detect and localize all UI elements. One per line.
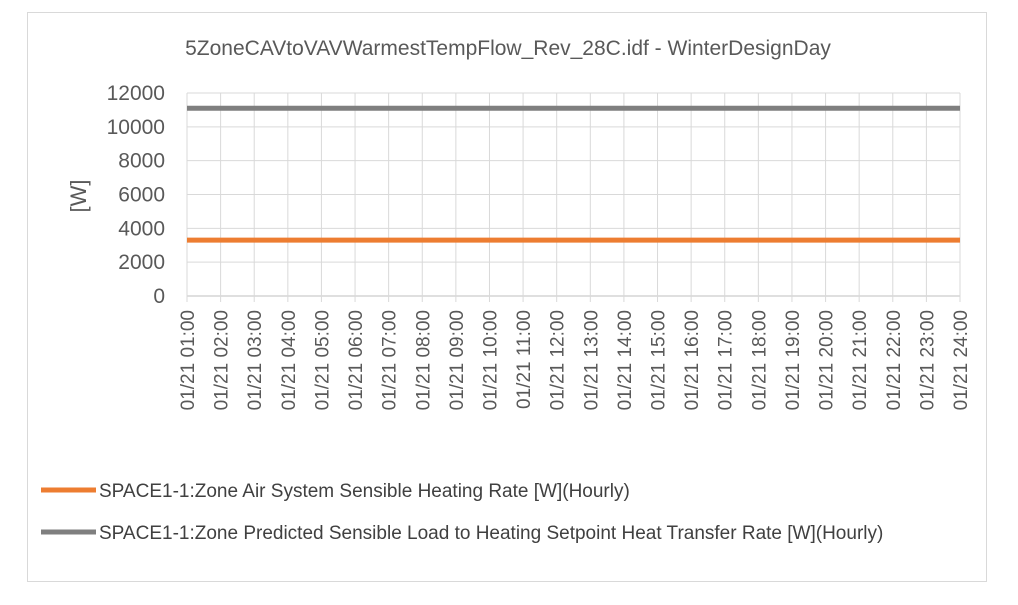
- x-tick-label: 01/21 05:00: [312, 310, 333, 410]
- x-tick-label: 01/21 08:00: [413, 310, 434, 410]
- legend: SPACE1-1:Zone Air System Sensible Heatin…: [41, 481, 883, 544]
- x-tick-label: 01/21 11:00: [514, 310, 535, 409]
- line-chart: 5ZoneCAVtoVAVWarmestTempFlow_Rev_28C.idf…: [41, 37, 972, 544]
- x-tick-label: 01/21 01:00: [178, 310, 199, 410]
- x-tick-label: 01/21 23:00: [917, 310, 938, 410]
- x-tick-label: 01/21 22:00: [884, 310, 905, 410]
- x-tick-label: 01/21 06:00: [346, 310, 367, 410]
- y-tick-label: 4000: [118, 217, 165, 240]
- x-tick-label: 01/21 12:00: [548, 310, 569, 410]
- x-tick-label: 01/21 03:00: [245, 310, 266, 410]
- y-tick-label: 6000: [118, 184, 165, 207]
- x-tick-label: 01/21 13:00: [581, 310, 602, 410]
- x-tick-label: 01/21 15:00: [649, 310, 670, 410]
- legend-label-2: SPACE1-1:Zone Predicted Sensible Load to…: [99, 523, 883, 544]
- x-tick-label: 01/21 20:00: [817, 310, 838, 410]
- y-tick-label: 8000: [118, 150, 165, 173]
- x-tick-label: 01/21 21:00: [850, 310, 871, 410]
- x-tick-label: 01/21 18:00: [749, 310, 770, 410]
- x-tick-label: 01/21 07:00: [380, 310, 401, 410]
- x-tick-label: 01/21 10:00: [480, 310, 501, 410]
- legend-label-1: SPACE1-1:Zone Air System Sensible Heatin…: [99, 481, 630, 502]
- x-axis-ticks: 01/21 01:00 01/21 02:00 01/21 03:00 01/21 0…: [178, 310, 972, 410]
- x-tick-label: 01/21 17:00: [716, 310, 737, 410]
- x-tick-label: 01/21 24:00: [951, 310, 972, 410]
- x-tick-label: 01/21 02:00: [212, 310, 233, 410]
- gridlines: [186, 92, 961, 302]
- x-tick-label: 01/21 19:00: [783, 310, 804, 410]
- y-tick-label: 0: [153, 285, 165, 308]
- x-tick-label: 01/21 09:00: [447, 310, 468, 410]
- x-tick-label: 01/21 14:00: [615, 310, 636, 410]
- y-tick-label: 12000: [107, 82, 165, 105]
- chart-frame: 5ZoneCAVtoVAVWarmestTempFlow_Rev_28C.idf…: [27, 12, 987, 582]
- y-tick-label: 10000: [107, 116, 165, 139]
- x-tick-label: 01/21 16:00: [682, 310, 703, 410]
- y-axis-label: [W]: [66, 180, 91, 213]
- x-tick-label: 01/21 04:00: [279, 310, 300, 410]
- chart-title: 5ZoneCAVtoVAVWarmestTempFlow_Rev_28C.idf…: [185, 37, 831, 60]
- y-tick-label: 2000: [118, 251, 165, 274]
- y-axis-ticks: 0 2000 4000 6000 8000 10000 12000: [107, 82, 165, 308]
- series-lines: [187, 105, 960, 243]
